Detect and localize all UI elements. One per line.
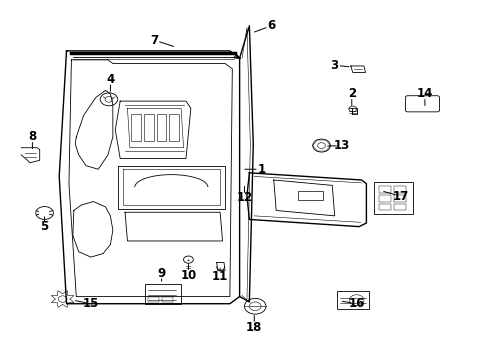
- Text: 10: 10: [180, 269, 196, 282]
- Text: 4: 4: [106, 73, 114, 86]
- Bar: [148, 297, 159, 302]
- Text: 7: 7: [150, 33, 158, 47]
- Text: 14: 14: [416, 87, 432, 100]
- Text: 1: 1: [257, 163, 265, 176]
- Text: 6: 6: [266, 19, 275, 32]
- Text: 3: 3: [330, 59, 338, 72]
- Bar: [378, 195, 390, 202]
- Text: 5: 5: [41, 220, 49, 233]
- Text: 15: 15: [82, 297, 99, 310]
- Bar: [298, 191, 322, 200]
- Bar: [393, 195, 406, 202]
- Text: 17: 17: [391, 190, 408, 203]
- Text: 2: 2: [347, 87, 355, 100]
- Bar: [373, 182, 412, 214]
- Bar: [378, 186, 390, 193]
- Bar: [378, 204, 390, 211]
- Text: 8: 8: [28, 130, 37, 144]
- Bar: [393, 204, 406, 211]
- Bar: [144, 284, 181, 304]
- Text: 9: 9: [157, 267, 165, 280]
- Bar: [131, 114, 141, 141]
- Bar: [157, 114, 166, 141]
- Bar: [393, 186, 406, 193]
- Text: 16: 16: [348, 297, 364, 310]
- Bar: [144, 114, 154, 141]
- Text: 11: 11: [212, 270, 228, 283]
- Bar: [162, 297, 172, 302]
- Text: 12: 12: [236, 192, 252, 204]
- Text: 18: 18: [245, 320, 262, 333]
- Bar: [169, 114, 179, 141]
- Bar: [336, 291, 368, 309]
- Text: 13: 13: [333, 139, 349, 152]
